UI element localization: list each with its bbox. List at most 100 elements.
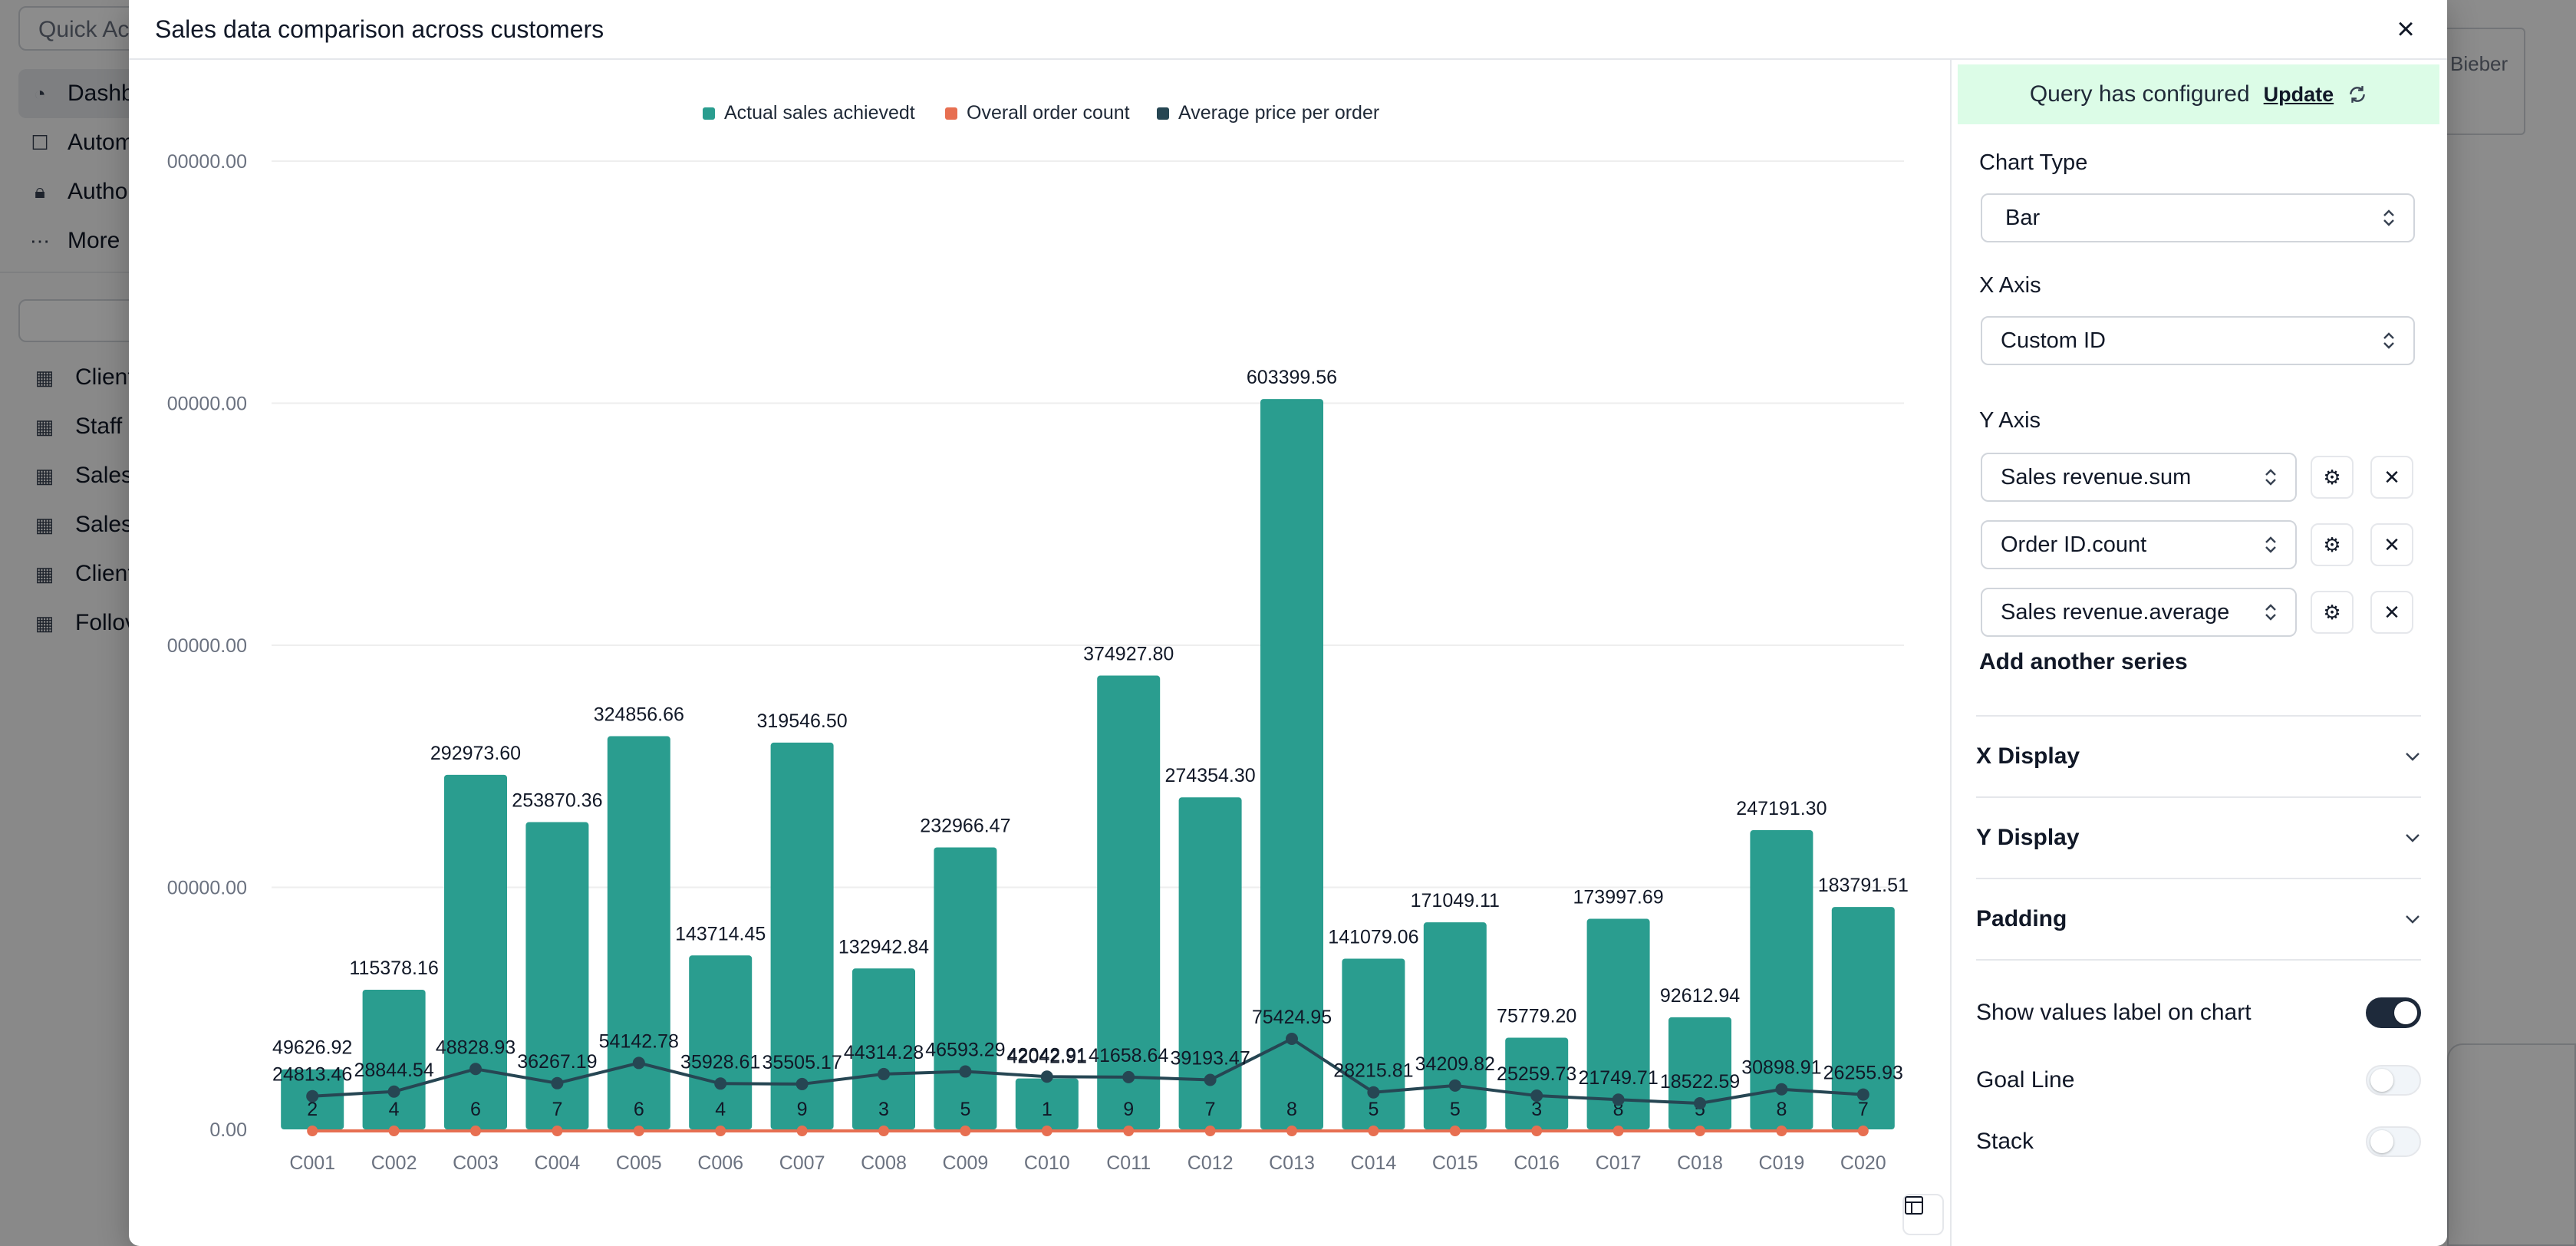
nav-item-more[interactable]: ⋯ More: [18, 216, 249, 265]
nav-item-automation[interactable]: ☐ Autom: [18, 118, 249, 167]
avg-price-point: [1286, 1033, 1298, 1045]
toggle-knob: [2370, 1130, 2393, 1153]
avg-price-point: [306, 1089, 319, 1103]
series-remove-button[interactable]: ✕: [2370, 523, 2413, 566]
goal-line-toggle[interactable]: [2366, 1065, 2421, 1096]
y-series-select[interactable]: Sales revenue.sum: [1981, 453, 2297, 502]
order-count-label: 2: [307, 1099, 318, 1120]
add-series-button[interactable]: Add another series: [1979, 649, 2188, 674]
section-y-display[interactable]: Y Display: [1976, 815, 2421, 861]
bar-value-label: 49626.92: [272, 1037, 352, 1059]
y-tick-label: 00000.00: [167, 394, 247, 415]
query-status-banner: Query has configured Update: [1958, 64, 2439, 124]
avg-price-point: [1040, 1070, 1053, 1083]
chevron-updown-icon: [2265, 536, 2276, 553]
avg-price-label: 21749.71: [1578, 1067, 1658, 1089]
x-tick-label: C005: [616, 1152, 662, 1174]
chevron-updown-icon: [2383, 209, 2394, 226]
toggle-label: Show values label on chart: [1976, 1000, 2252, 1025]
table-item[interactable]: ▦ Staff (: [18, 402, 249, 451]
avg-price-point: [1694, 1097, 1706, 1109]
bar: [1423, 922, 1487, 1129]
bar: [362, 989, 426, 1129]
order-count-point: [715, 1126, 726, 1136]
chevron-down-icon: [2406, 915, 2420, 924]
toggle-label: Stack: [1976, 1129, 2034, 1154]
avg-price-point: [714, 1077, 727, 1090]
bar-value-label: 115378.16: [349, 958, 438, 979]
order-count-label: 5: [1450, 1099, 1461, 1120]
avg-price-label: 28215.81: [1333, 1060, 1413, 1082]
stack-toggle[interactable]: [2366, 1126, 2421, 1157]
y-series-value: Sales revenue.sum: [2001, 464, 2192, 490]
bar-value-label: 42042.91: [1007, 1047, 1087, 1068]
avg-price-label: 39193.47: [1170, 1047, 1250, 1069]
table-view-button[interactable]: [1902, 1194, 1944, 1235]
gear-icon: ⚙: [2323, 600, 2341, 624]
table-icon: [1905, 1196, 1923, 1215]
background-card: [2447, 1043, 2576, 1246]
update-link[interactable]: Update: [2263, 82, 2334, 106]
chevron-updown-icon: [2383, 332, 2394, 349]
table-item[interactable]: ▦ Sales: [18, 451, 249, 500]
table-item[interactable]: ▦ Client: [18, 353, 249, 402]
bar: [1342, 958, 1405, 1129]
series-remove-button[interactable]: ✕: [2370, 591, 2413, 634]
bar: [934, 847, 997, 1129]
table-item[interactable]: ▦ Follov: [18, 598, 249, 648]
nav-item-authorization[interactable]: 🔒︎ Author: [18, 167, 249, 216]
bar-value-label: 319546.50: [757, 710, 848, 732]
show-values-toggle[interactable]: [2366, 997, 2421, 1028]
order-count-label: 3: [878, 1099, 889, 1120]
chevron-down-icon: [2406, 753, 2420, 761]
order-count-label: 8: [1286, 1099, 1297, 1120]
section-x-display[interactable]: X Display: [1976, 733, 2421, 780]
table-item[interactable]: ▦ Sales: [18, 500, 249, 549]
avg-price-label: 30898.91: [1741, 1057, 1821, 1079]
bar: [770, 742, 834, 1129]
avg-price-point: [796, 1077, 809, 1090]
lock-icon: 🔒︎: [35, 180, 45, 203]
series-settings-button[interactable]: ⚙: [2311, 591, 2354, 634]
table-item[interactable]: ▦ Client: [18, 549, 249, 598]
order-count-point: [1286, 1126, 1297, 1136]
bar: [1260, 399, 1323, 1129]
avg-price-point: [1448, 1079, 1461, 1092]
avg-price-label: 25259.73: [1497, 1063, 1576, 1085]
y-series-select[interactable]: Sales revenue.average: [1981, 588, 2297, 637]
x-axis-select[interactable]: Custom ID: [1981, 316, 2415, 365]
chart-type-select[interactable]: Bar: [1981, 193, 2415, 242]
series-settings-button[interactable]: ⚙: [2311, 523, 2354, 566]
legend-label: Actual sales achievedt: [724, 102, 915, 124]
gear-icon: ⚙: [2323, 532, 2341, 556]
series-remove-button[interactable]: ✕: [2370, 456, 2413, 499]
avg-price-point: [1856, 1088, 1869, 1101]
refresh-icon[interactable]: [2347, 84, 2367, 104]
table-icon: ▦: [35, 562, 54, 585]
section-label: Padding: [1976, 906, 2067, 931]
avg-price-line: [312, 1037, 1863, 1106]
order-count-point: [1368, 1126, 1379, 1136]
bar: [852, 968, 915, 1129]
section-padding[interactable]: Padding: [1976, 896, 2421, 942]
order-count-point: [1857, 1126, 1869, 1136]
series-settings-button[interactable]: ⚙: [2311, 456, 2354, 499]
bar-value-label: 324856.66: [594, 704, 684, 726]
avg-price-label: 46593.29: [925, 1040, 1005, 1061]
order-count-point: [1123, 1126, 1135, 1136]
order-count-label: 8: [1776, 1099, 1787, 1120]
order-count-label: 6: [470, 1099, 481, 1120]
chart-modal: Sales data comparison across customers ×…: [129, 0, 2447, 1246]
order-count-point: [960, 1126, 971, 1136]
order-count-point: [1041, 1126, 1052, 1136]
x-tick-label: C004: [535, 1152, 581, 1174]
avg-price-point: [1122, 1070, 1135, 1083]
bar-value-label: 132942.84: [838, 936, 929, 958]
bar: [1831, 907, 1895, 1129]
background-user-box: Bieber: [2439, 28, 2525, 135]
order-count-label: 6: [634, 1099, 644, 1120]
chevron-down-icon: [2406, 834, 2420, 842]
close-icon[interactable]: ×: [2396, 12, 2415, 46]
robot-icon: ☐: [31, 130, 49, 154]
y-series-select[interactable]: Order ID.count: [1981, 520, 2297, 569]
